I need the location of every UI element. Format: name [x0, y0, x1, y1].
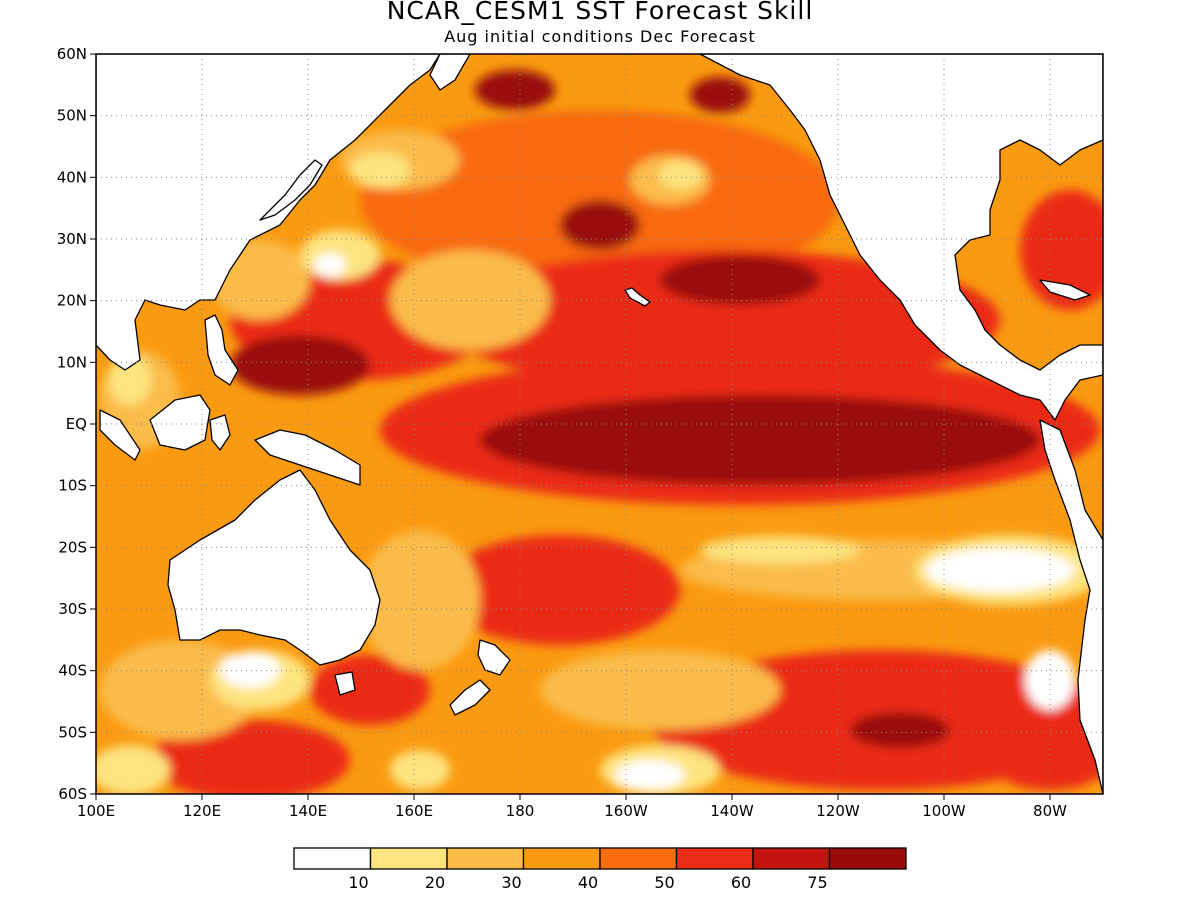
skill-region — [700, 536, 860, 564]
lat-tick-label: 10N — [57, 353, 87, 371]
lat-tick-label: EQ — [66, 415, 87, 433]
skill-region — [990, 730, 1103, 790]
colorbar-label: 40 — [578, 873, 598, 892]
skill-region — [150, 720, 350, 794]
skill-region — [108, 355, 152, 405]
lat-tick-label: 30N — [57, 230, 87, 248]
skill-contours — [96, 70, 1103, 794]
lon-tick-label: 140W — [710, 802, 754, 820]
philippines — [204, 314, 239, 386]
colorbar-label: 75 — [807, 873, 827, 892]
skill-region — [475, 70, 555, 110]
lon-tick-label: 100E — [77, 802, 115, 820]
lat-tick-label: 50N — [57, 107, 87, 125]
lat-tick-label: 40S — [58, 662, 87, 680]
lon-tick-label: 120W — [816, 802, 860, 820]
skill-region — [390, 750, 450, 790]
colorbar-swatch — [293, 847, 372, 870]
skill-region — [480, 395, 1040, 485]
skill-region — [660, 255, 820, 305]
lon-tick-label: 80W — [1033, 802, 1067, 820]
skill-region — [314, 253, 346, 277]
skill-region — [850, 712, 950, 748]
colorbar-legend: 10 20 30 40 50 60 75 — [293, 847, 907, 892]
kamchatka — [429, 54, 471, 91]
colorbar-swatch — [369, 847, 448, 870]
colorbar-swatch — [828, 847, 907, 870]
skill-region — [440, 250, 1000, 390]
lon-tick-label: 140E — [289, 802, 327, 820]
skill-region — [220, 652, 280, 688]
lat-tick-label: 60S — [58, 785, 87, 803]
skill-region — [658, 161, 702, 189]
grid-lines — [96, 54, 1103, 794]
lat-tick-label: 20N — [57, 292, 87, 310]
colorbar-label: 20 — [425, 873, 445, 892]
colorbar-label: 30 — [501, 873, 521, 892]
land-masses — [96, 54, 1103, 794]
lat-tick-label: 20S — [58, 538, 87, 556]
tasmania — [334, 671, 356, 696]
colorbar-swatch — [599, 847, 678, 870]
north-america — [699, 54, 1103, 421]
south-america — [1039, 419, 1103, 794]
lon-tick-label: 160W — [604, 802, 648, 820]
skill-region — [925, 548, 1075, 592]
colorbar-label: 50 — [654, 873, 674, 892]
skill-region — [360, 530, 480, 670]
lon-tick-label: 100W — [922, 802, 966, 820]
skill-region — [690, 77, 750, 113]
lat-tick-label: 30S — [58, 600, 87, 618]
skill-region — [390, 250, 550, 350]
skill-region — [350, 152, 410, 188]
colorbar-label: 10 — [348, 873, 368, 892]
lat-tick-label: 40N — [57, 168, 87, 186]
skill-region — [560, 200, 640, 250]
page-title: NCAR_CESM1 SST Forecast Skill — [386, 0, 814, 25]
new-zealand-south — [449, 679, 491, 716]
axis-ticks: 60N50N40N30N20N10NEQ10S20S30S40S50S60S10… — [57, 45, 1067, 820]
lat-tick-label: 50S — [58, 723, 87, 741]
lat-tick-label: 10S — [58, 477, 87, 495]
borneo — [149, 394, 211, 451]
skill-region — [440, 535, 680, 645]
lon-tick-label: 160E — [395, 802, 433, 820]
sulawesi — [209, 414, 231, 451]
cuba — [1039, 279, 1091, 301]
skill-region — [96, 745, 170, 794]
hawaii — [624, 287, 651, 307]
colorbar-swatch — [446, 847, 525, 870]
australia — [167, 469, 381, 666]
skill-region — [230, 335, 370, 395]
colorbar-swatch — [675, 847, 754, 870]
japan — [259, 159, 323, 221]
new-zealand-north — [477, 639, 511, 676]
new-guinea — [254, 429, 361, 486]
skill-region — [615, 760, 685, 790]
skill-region — [310, 655, 430, 725]
sumatra — [99, 409, 141, 461]
skill-region — [540, 650, 780, 730]
colorbar-label: 60 — [731, 873, 751, 892]
colorbar-swatch — [752, 847, 831, 870]
lat-tick-label: 60N — [57, 45, 87, 63]
colorbar-swatch — [522, 847, 601, 870]
lon-tick-label: 120E — [183, 802, 221, 820]
skill-field — [96, 54, 1103, 794]
page-subtitle: Aug initial conditions Dec Forecast — [444, 27, 756, 46]
lon-tick-label: 180 — [506, 802, 535, 820]
